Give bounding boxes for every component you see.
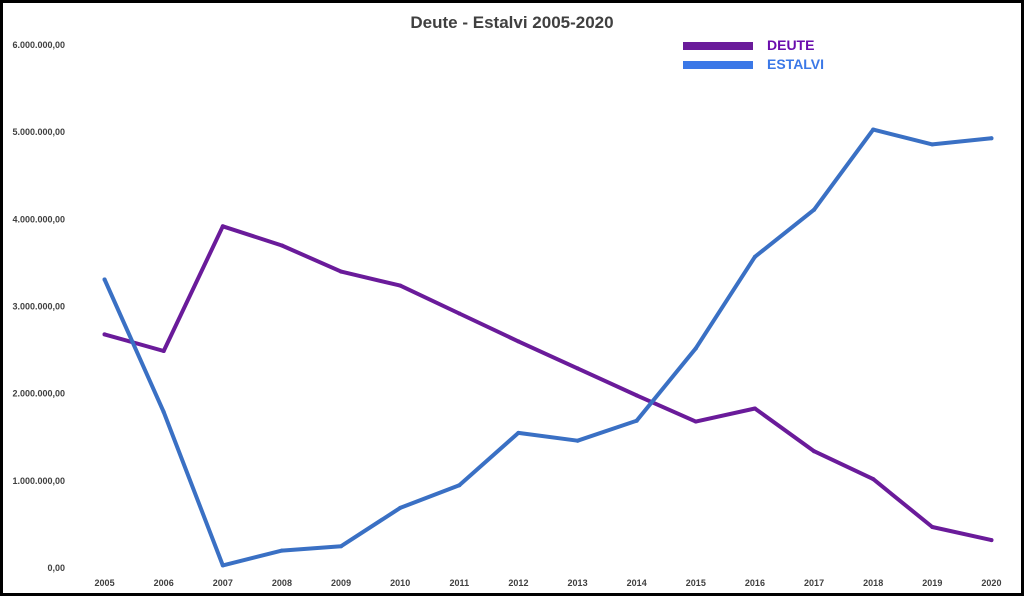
x-tick-label: 2007 <box>213 578 233 588</box>
y-tick-label: 2.000.000,00 <box>12 389 65 399</box>
data-point-estalvi <box>989 136 994 141</box>
chart-title: Deute - Estalvi 2005-2020 <box>410 13 614 32</box>
data-point-estalvi <box>930 142 935 147</box>
y-tick-label: 5.000.000,00 <box>12 127 65 137</box>
y-tick-label: 1.000.000,00 <box>12 476 65 486</box>
data-point-deute <box>634 393 639 398</box>
x-tick-label: 2018 <box>863 578 883 588</box>
data-point-estalvi <box>516 430 521 435</box>
data-point-estalvi <box>102 277 107 282</box>
data-point-deute <box>457 311 462 316</box>
x-tick-label: 2012 <box>508 578 528 588</box>
data-point-deute <box>693 419 698 424</box>
x-tick-label: 2020 <box>981 578 1001 588</box>
data-point-estalvi <box>220 563 225 568</box>
data-point-estalvi <box>457 483 462 488</box>
data-point-estalvi <box>634 418 639 423</box>
data-point-estalvi <box>339 544 344 549</box>
y-tick-label: 6.000.000,00 <box>12 40 65 50</box>
x-tick-label: 2019 <box>922 578 942 588</box>
x-tick-label: 2005 <box>95 578 115 588</box>
legend-swatch-deute <box>683 42 753 50</box>
data-point-deute <box>398 283 403 288</box>
data-point-estalvi <box>398 505 403 510</box>
series-line-deute <box>102 224 994 543</box>
x-tick-label: 2014 <box>627 578 647 588</box>
data-point-estalvi <box>871 127 876 132</box>
data-point-estalvi <box>575 438 580 443</box>
data-point-deute <box>812 449 817 454</box>
data-point-estalvi <box>161 409 166 414</box>
data-point-estalvi <box>693 346 698 351</box>
data-point-deute <box>989 538 994 543</box>
legend-label-deute: DEUTE <box>767 37 815 53</box>
x-tick-label: 2011 <box>450 578 470 588</box>
series-line-estalvi <box>102 127 994 568</box>
data-point-estalvi <box>752 254 757 259</box>
x-tick-label: 2006 <box>154 578 174 588</box>
data-point-deute <box>161 348 166 353</box>
data-point-estalvi <box>279 548 284 553</box>
y-tick-label: 3.000.000,00 <box>12 302 65 312</box>
data-point-deute <box>930 525 935 530</box>
x-tick-label: 2015 <box>686 578 706 588</box>
x-tick-label: 2017 <box>804 578 824 588</box>
x-tick-label: 2013 <box>568 578 588 588</box>
x-tick-label: 2016 <box>745 578 765 588</box>
legend-label-estalvi: ESTALVI <box>767 56 825 72</box>
data-point-deute <box>752 406 757 411</box>
data-point-deute <box>575 366 580 371</box>
data-point-deute <box>339 269 344 274</box>
x-tick-label: 2009 <box>331 578 351 588</box>
data-point-deute <box>102 332 107 337</box>
data-point-deute <box>871 477 876 482</box>
data-point-deute <box>516 339 521 344</box>
x-tick-label: 2008 <box>272 578 292 588</box>
legend-swatch-estalvi <box>683 61 753 69</box>
chart-plot: 0,00 1.000.000,00 2.000.000,00 3.000.000,00… <box>12 40 1001 588</box>
y-tick-label: 0,00 <box>47 563 65 573</box>
data-point-estalvi <box>812 207 817 212</box>
data-point-deute <box>279 243 284 248</box>
x-tick-label: 2010 <box>390 578 410 588</box>
data-point-deute <box>220 224 225 229</box>
y-tick-label: 4.000.000,00 <box>12 214 65 224</box>
